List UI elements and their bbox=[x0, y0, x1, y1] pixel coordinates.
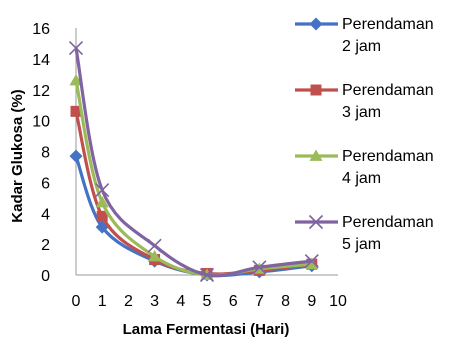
x-axis-ticks: 0 1 2 3 4 5 6 7 8 9 10 bbox=[72, 293, 347, 310]
x-tick-label: 8 bbox=[281, 293, 290, 310]
x-tick-label: 9 bbox=[307, 293, 316, 310]
data-point bbox=[96, 210, 108, 222]
legend-label: Perendaman 4 jam bbox=[342, 148, 434, 187]
data-point bbox=[70, 105, 82, 117]
legend-item: Perendaman 2 jam bbox=[295, 16, 434, 55]
data-point bbox=[95, 195, 109, 208]
x-tick-label: 2 bbox=[124, 293, 133, 310]
x-tick-label: 0 bbox=[72, 293, 81, 310]
y-tick-label: 2 bbox=[41, 237, 50, 254]
data-point bbox=[69, 149, 83, 163]
y-tick-label: 10 bbox=[32, 114, 50, 131]
data-point bbox=[304, 254, 319, 269]
series-4 bbox=[68, 41, 319, 283]
data-point bbox=[95, 183, 110, 198]
legend-item: Perendaman 5 jam bbox=[295, 214, 434, 253]
x-tick-label: 4 bbox=[176, 293, 185, 310]
data-point bbox=[147, 238, 162, 253]
series-layer bbox=[68, 41, 319, 283]
data-point bbox=[309, 17, 323, 31]
legend-label: Perendaman 3 jam bbox=[342, 82, 434, 121]
data-point bbox=[69, 73, 83, 86]
y-tick-label: 16 bbox=[32, 21, 50, 38]
legend-item: Perendaman 3 jam bbox=[295, 82, 434, 121]
data-point bbox=[310, 84, 322, 96]
series-line bbox=[74, 80, 312, 277]
y-axis-title: Kadar Glukosa (%) bbox=[9, 89, 26, 222]
x-tick-label: 1 bbox=[98, 293, 107, 310]
x-tick-label: 3 bbox=[150, 293, 159, 310]
y-tick-label: 14 bbox=[32, 52, 50, 69]
x-axis-title: Lama Fermentasi (Hari) bbox=[123, 321, 290, 338]
x-tick-label: 7 bbox=[255, 293, 264, 310]
y-tick-label: 8 bbox=[41, 145, 50, 162]
x-tick-label: 10 bbox=[329, 293, 347, 310]
series-2 bbox=[70, 105, 318, 279]
series-3 bbox=[69, 73, 319, 280]
y-tick-label: 4 bbox=[41, 206, 50, 223]
x-tick-label: 5 bbox=[203, 293, 212, 310]
y-tick-label: 6 bbox=[41, 175, 50, 192]
data-point bbox=[148, 249, 162, 262]
legend: Perendaman 2 jam Perendaman 3 jam Perendaman… bbox=[295, 16, 434, 253]
series-line bbox=[74, 110, 312, 276]
y-axis-ticks: 0 2 4 6 8 10 12 14 16 bbox=[32, 21, 50, 285]
data-point bbox=[199, 267, 215, 283]
y-tick-label: 0 bbox=[41, 268, 50, 285]
legend-item: Perendaman 4 jam bbox=[295, 148, 434, 187]
x-tick-label: 6 bbox=[229, 293, 238, 310]
legend-label: Perendaman 2 jam bbox=[342, 16, 434, 55]
data-point bbox=[305, 257, 319, 270]
data-point bbox=[68, 41, 84, 56]
series-line bbox=[74, 47, 312, 278]
data-point bbox=[252, 260, 267, 275]
data-point bbox=[309, 149, 323, 161]
plot-area bbox=[75, 28, 338, 276]
y-tick-label: 12 bbox=[32, 83, 50, 100]
data-point bbox=[308, 214, 324, 230]
legend-label: Perendaman 5 jam bbox=[342, 214, 434, 253]
